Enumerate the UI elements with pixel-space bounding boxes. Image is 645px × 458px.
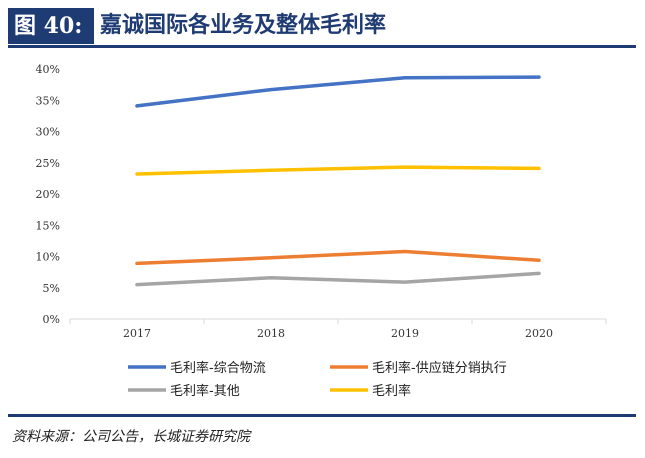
y-tick-label: 5% [43,282,60,295]
footer-rule [8,414,636,417]
figure-header: 图 40: 嘉诚国际各业务及整体毛利率 [8,8,636,48]
y-tick-label: 25% [36,157,60,170]
line-chart: 0% 5% 10% 15% 20% 25% 30% 35% 40% 2017 2018 2019 202… [36,63,607,399]
series-line [135,165,541,176]
legend-label: 毛利率-其他 [170,383,240,399]
series-line [135,75,541,108]
legend-label: 毛利率-供应链分销执行 [372,360,507,376]
x-tick-label: 2017 [123,327,151,340]
series-line [135,271,541,287]
y-tick-label: 30% [36,126,60,139]
y-tick-label: 0% [43,313,60,326]
source-note: 资料来源：公司公告，长城证券研究院 [12,429,250,445]
y-tick-label: 20% [36,188,60,201]
legend-label: 毛利率 [372,383,411,399]
series-line [135,249,541,266]
figure-title: 嘉诚国际各业务及整体毛利率 [100,13,387,38]
x-tick-label: 2019 [391,327,419,340]
y-tick-label: 10% [36,251,60,264]
header-rule [8,45,636,48]
legend-label: 毛利率-综合物流 [170,360,266,376]
y-tick-label: 40% [36,63,60,76]
y-tick-label: 35% [36,94,60,107]
x-tick-label: 2018 [257,327,285,340]
figure-number: 图 40: [8,8,94,44]
x-tick-label: 2020 [525,327,553,340]
y-tick-label: 15% [36,219,60,232]
